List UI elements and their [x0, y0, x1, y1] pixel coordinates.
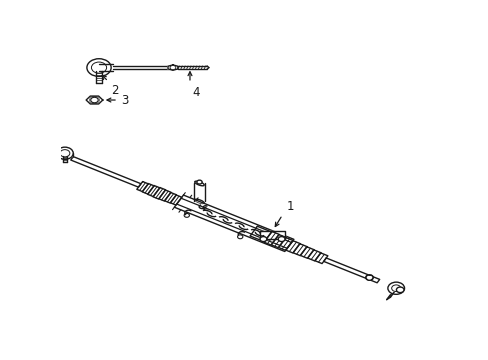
- Polygon shape: [164, 193, 176, 203]
- Polygon shape: [314, 253, 327, 264]
- Polygon shape: [57, 153, 73, 156]
- Circle shape: [91, 62, 106, 73]
- Polygon shape: [307, 250, 320, 261]
- Polygon shape: [174, 195, 293, 252]
- Text: 3: 3: [121, 94, 128, 107]
- Circle shape: [391, 285, 400, 292]
- Circle shape: [197, 180, 202, 184]
- Polygon shape: [323, 258, 379, 283]
- Circle shape: [184, 213, 189, 217]
- Polygon shape: [271, 235, 285, 248]
- Circle shape: [278, 237, 285, 242]
- Text: 4: 4: [192, 86, 200, 99]
- Circle shape: [57, 147, 73, 159]
- Polygon shape: [147, 185, 160, 197]
- Polygon shape: [142, 184, 154, 194]
- Polygon shape: [137, 181, 148, 192]
- Circle shape: [365, 275, 372, 280]
- Polygon shape: [260, 231, 284, 239]
- Text: 1: 1: [286, 199, 293, 212]
- Circle shape: [387, 282, 404, 294]
- Polygon shape: [170, 195, 182, 205]
- Circle shape: [260, 237, 266, 242]
- Circle shape: [237, 235, 243, 239]
- Circle shape: [170, 66, 175, 70]
- Circle shape: [87, 59, 111, 76]
- Polygon shape: [285, 241, 300, 253]
- Polygon shape: [264, 231, 279, 245]
- Polygon shape: [71, 157, 141, 187]
- Polygon shape: [278, 238, 292, 250]
- Circle shape: [91, 97, 98, 103]
- Polygon shape: [168, 65, 178, 70]
- Polygon shape: [86, 96, 102, 104]
- Polygon shape: [300, 247, 313, 258]
- Circle shape: [60, 150, 70, 157]
- Polygon shape: [153, 188, 165, 199]
- Polygon shape: [249, 226, 271, 242]
- Text: 2: 2: [111, 84, 119, 97]
- Polygon shape: [292, 244, 306, 256]
- Polygon shape: [99, 64, 113, 71]
- Circle shape: [396, 287, 403, 293]
- Polygon shape: [159, 190, 171, 201]
